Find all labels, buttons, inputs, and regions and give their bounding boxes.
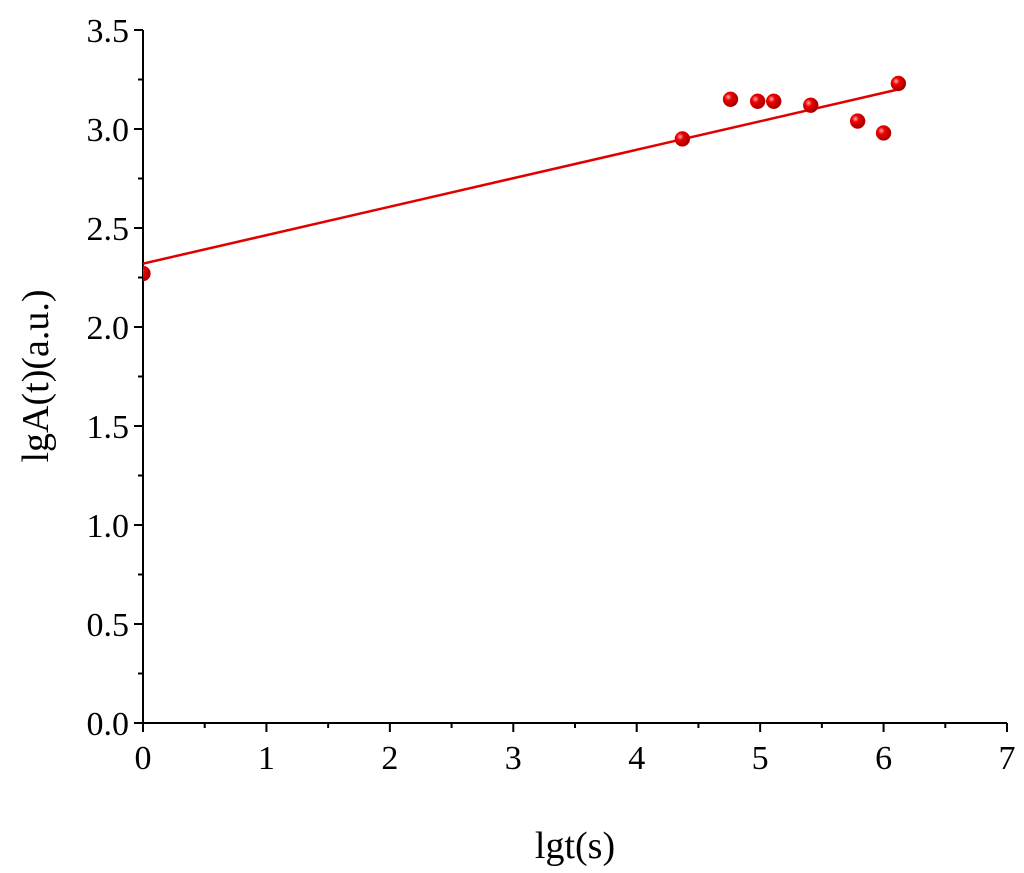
y-tick-label: 0.0 xyxy=(87,706,130,743)
x-axis-title: lgt(s) xyxy=(535,825,615,867)
point xyxy=(143,265,151,282)
x-tick-label: 4 xyxy=(628,740,645,777)
y-axis-title: lgA(t)(a.u.) xyxy=(15,289,57,462)
y-tick-label: 1.5 xyxy=(87,409,130,446)
fit-line xyxy=(143,88,899,265)
point xyxy=(890,75,907,92)
x-tick-label: 3 xyxy=(505,740,522,777)
point xyxy=(722,91,739,108)
y-tick-label: 2.5 xyxy=(87,211,130,248)
x-tick-label: 0 xyxy=(135,740,152,777)
x-tick-label: 5 xyxy=(752,740,769,777)
y-tick-label: 3.5 xyxy=(87,13,130,50)
y-tick-label: 3.0 xyxy=(87,112,130,149)
point xyxy=(749,93,766,110)
y-tick-label: 2.0 xyxy=(87,310,130,347)
plot-area xyxy=(143,75,907,282)
y-tick-label: 1.0 xyxy=(87,508,130,545)
point xyxy=(674,131,691,147)
point xyxy=(802,97,819,113)
point xyxy=(765,93,782,110)
point xyxy=(875,125,892,141)
x-tick-label: 7 xyxy=(999,740,1016,777)
x-tick-label: 6 xyxy=(875,740,892,777)
x-tick-label: 2 xyxy=(381,740,398,777)
point xyxy=(849,113,866,129)
y-tick-label: 0.5 xyxy=(87,607,130,644)
x-tick-label: 1 xyxy=(258,740,275,777)
